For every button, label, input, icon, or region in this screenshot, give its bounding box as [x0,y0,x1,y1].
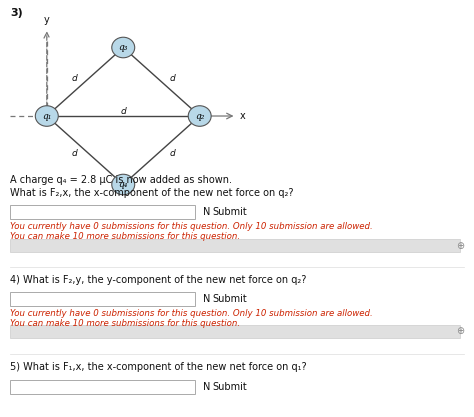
Text: 4) What is F₂,y, the y-component of the new net force on q₂?: 4) What is F₂,y, the y-component of the … [10,275,306,285]
Text: N: N [203,294,210,304]
Text: q₁: q₁ [42,111,52,121]
Text: y: y [44,15,50,25]
Text: You can make 10 more submissions for this question.: You can make 10 more submissions for thi… [10,232,240,241]
Text: N: N [203,382,210,392]
Text: 3): 3) [10,8,23,18]
Text: d: d [72,74,77,83]
Text: A charge q₄ = 2.8 μC is now added as shown.: A charge q₄ = 2.8 μC is now added as sho… [10,175,232,185]
Text: d: d [169,149,175,158]
Text: d: d [169,74,175,83]
Circle shape [36,106,58,126]
Text: You can make 10 more submissions for this question.: You can make 10 more submissions for thi… [10,319,240,328]
Text: d: d [120,107,126,116]
Text: Submit: Submit [212,207,247,217]
FancyBboxPatch shape [10,325,460,338]
FancyBboxPatch shape [10,380,195,394]
Text: q₃: q₃ [118,43,128,52]
Circle shape [188,106,211,126]
FancyBboxPatch shape [10,205,195,219]
Circle shape [112,174,135,195]
FancyBboxPatch shape [10,292,195,306]
Text: q₂: q₂ [195,111,204,121]
Circle shape [112,37,135,58]
Text: You currently have 0 submissions for this question. Only 10 submission are allow: You currently have 0 submissions for thi… [10,222,373,231]
Text: 5) What is F₁,x, the x-component of the new net force on q₁?: 5) What is F₁,x, the x-component of the … [10,362,307,372]
Text: q₄: q₄ [118,180,128,189]
Text: d: d [72,149,77,158]
Text: Submit: Submit [212,382,247,392]
Text: You currently have 0 submissions for this question. Only 10 submission are allow: You currently have 0 submissions for thi… [10,309,373,318]
Text: x: x [239,111,245,121]
FancyBboxPatch shape [10,239,460,252]
Text: N: N [203,207,210,217]
Text: ⊕: ⊕ [456,241,464,251]
Text: Submit: Submit [212,294,247,304]
Text: What is F₂,x, the x-component of the new net force on q₂?: What is F₂,x, the x-component of the new… [10,188,293,198]
Text: ⊕: ⊕ [456,327,464,337]
